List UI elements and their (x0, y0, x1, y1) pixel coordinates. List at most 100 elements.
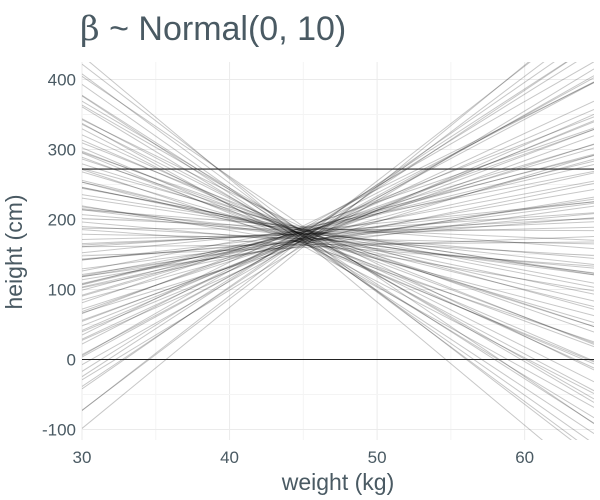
prior-line (82, 209, 594, 274)
prior-line (82, 139, 594, 362)
prior-line (82, 164, 594, 285)
prior-line (82, 233, 594, 245)
y-tick-label: 100 (48, 281, 76, 300)
x-tick-label: 40 (220, 448, 239, 467)
prior-line (82, 186, 594, 295)
prior-line (82, 120, 594, 333)
prior-line (82, 221, 594, 269)
prior-line (82, 147, 594, 297)
prior-line (82, 217, 594, 246)
prior-line (82, 123, 594, 383)
prior-line (82, 100, 594, 403)
prior-line (82, 62, 555, 390)
prior-line (82, 217, 594, 241)
prior-line (82, 208, 594, 266)
y-tick-labels: -100 0 100 200 300 400 (42, 71, 76, 440)
prior-line (82, 106, 594, 419)
prior-line (82, 150, 594, 344)
chart-title: β ~ Normal(0, 10) (80, 9, 346, 49)
prior-line (82, 201, 594, 261)
grid (81, 62, 594, 440)
prior-line (82, 68, 594, 381)
prior-line (82, 75, 594, 366)
prior-line (82, 221, 594, 245)
y-tick-label: 300 (48, 141, 76, 160)
prior-line (82, 147, 594, 365)
prior-line (88, 62, 544, 440)
prior-line (82, 205, 594, 278)
prior-line (82, 81, 594, 336)
prior-line (82, 201, 594, 254)
x-tick-label: 50 (368, 448, 387, 467)
y-tick-label: 200 (48, 211, 76, 230)
prior-line (82, 121, 594, 327)
title-text: ~ Normal(0, 10) (100, 10, 347, 48)
prior-line (82, 119, 594, 371)
prior-line (82, 63, 572, 440)
prior-line (82, 226, 594, 257)
prior-line (82, 197, 594, 274)
prior-line (82, 104, 594, 400)
prior-line (82, 156, 594, 348)
x-tick-labels: 30 40 50 60 (73, 448, 535, 467)
prior-line (82, 205, 594, 292)
prior-line (82, 94, 594, 424)
prior-line (82, 212, 594, 248)
prior-line (82, 167, 594, 310)
prior-line (82, 151, 594, 333)
prior-line (82, 62, 530, 429)
prior-line (82, 229, 594, 267)
prior-line (82, 83, 590, 440)
prior-line (82, 160, 594, 286)
prior-line (82, 168, 594, 343)
prior-line (82, 100, 594, 340)
prior-line (82, 82, 594, 356)
y-axis-title: height (cm) (1, 194, 27, 309)
prior-line (82, 158, 594, 301)
prior-line (82, 206, 594, 276)
prior-line (82, 143, 594, 310)
title-beta-symbol: β (80, 9, 100, 49)
prior-line (82, 116, 594, 315)
prior-lines (82, 62, 594, 440)
prior-line (82, 62, 568, 378)
prior-line (82, 118, 594, 392)
prior-line (82, 214, 594, 259)
prior-line (82, 128, 594, 313)
prior-line (82, 62, 531, 411)
prior-line (82, 194, 594, 276)
y-tick-label: -100 (42, 421, 76, 440)
prior-line (82, 188, 594, 278)
prior-line (82, 135, 594, 321)
prior-line (82, 202, 594, 270)
prior-line (82, 62, 568, 387)
x-tick-label: 30 (73, 448, 92, 467)
prior-line (82, 182, 594, 289)
prior-line (82, 152, 594, 363)
prior-line (82, 142, 594, 345)
prior-line (82, 122, 594, 408)
prior-line (82, 180, 594, 277)
prior-line (82, 187, 594, 288)
prior-line (82, 127, 594, 304)
prior-line (82, 62, 594, 357)
reference-lines (82, 168, 594, 361)
prior-line (82, 235, 594, 257)
prior-line (82, 62, 578, 372)
x-axis-title: weight (kg) (281, 469, 394, 495)
prior-line (82, 227, 594, 232)
y-tick-label: 400 (48, 71, 76, 90)
prior-line (82, 213, 594, 261)
prior-line (82, 154, 594, 314)
prior-line (82, 226, 594, 240)
prior-line (82, 241, 594, 248)
prior-line (82, 181, 594, 302)
prior-line (82, 171, 594, 323)
prior-line (82, 153, 594, 291)
prior-line (82, 170, 594, 272)
prior-line (82, 158, 594, 328)
prior-line (82, 134, 594, 369)
prior-line (82, 155, 594, 285)
prior-line (82, 128, 594, 395)
